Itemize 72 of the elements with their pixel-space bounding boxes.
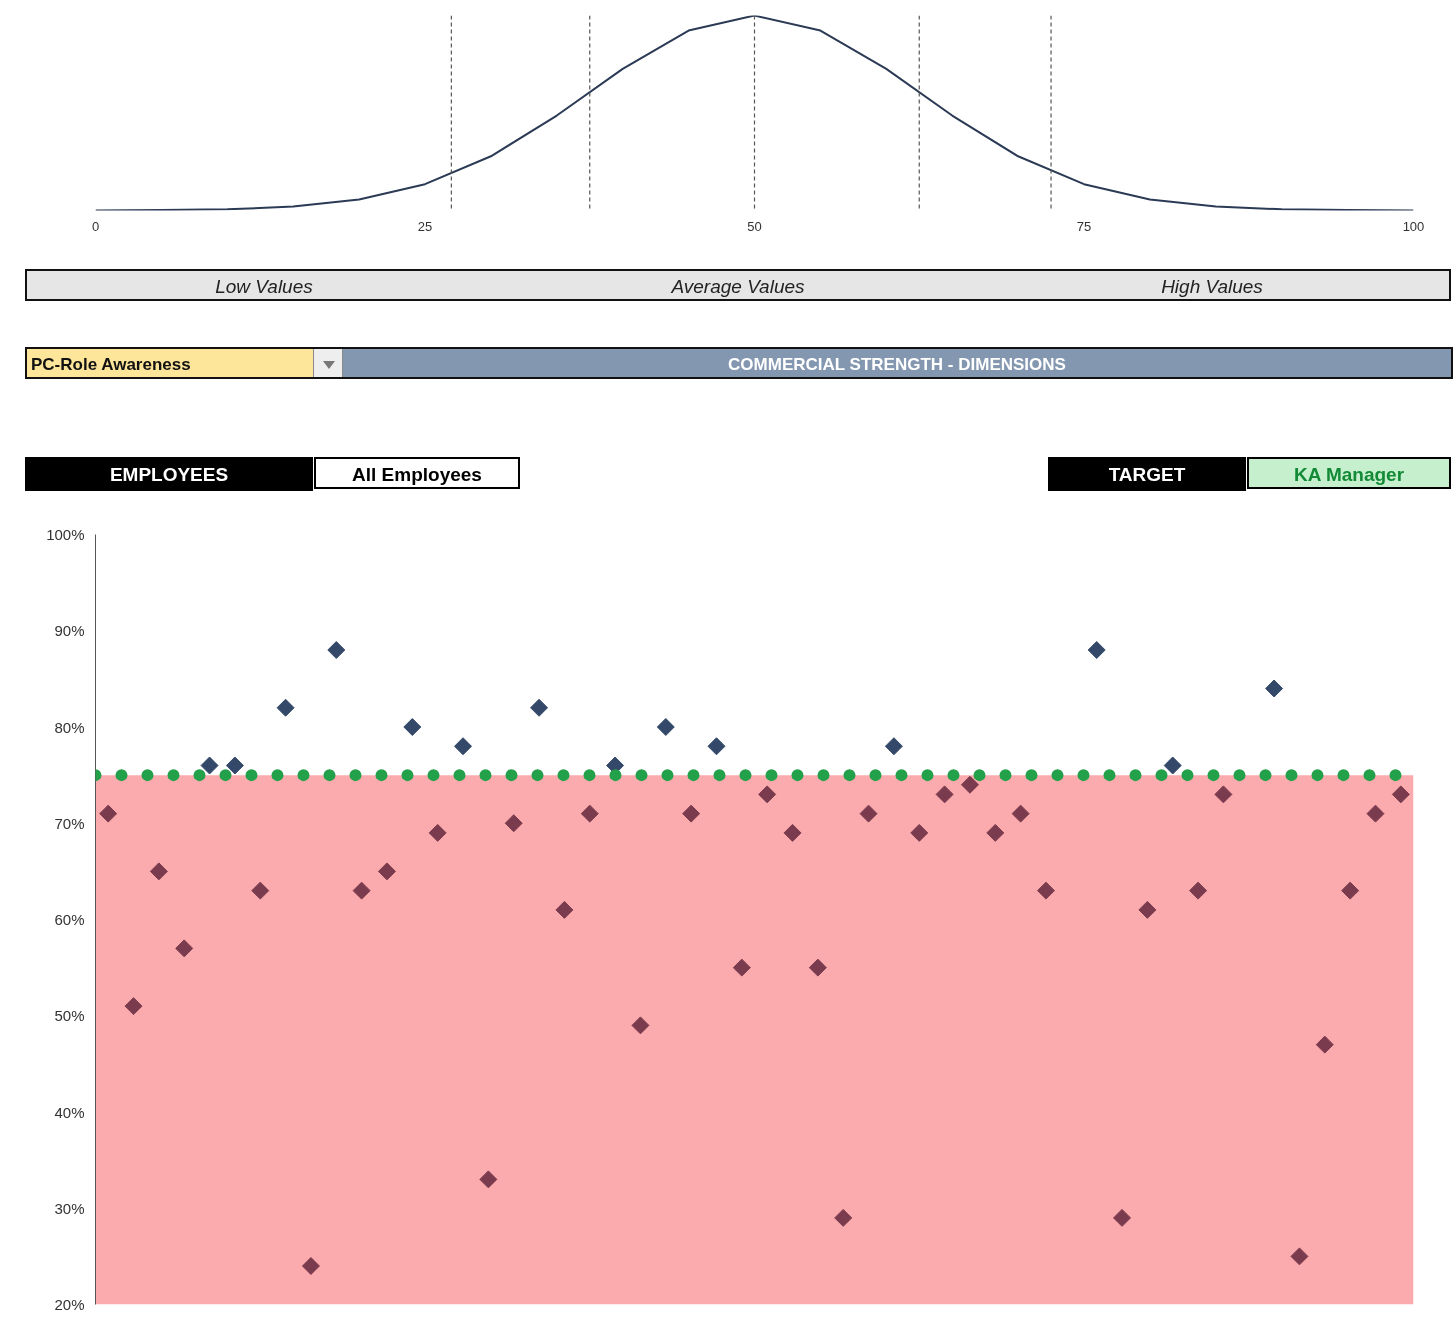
point [454, 737, 472, 756]
point [1189, 881, 1208, 900]
point [1087, 641, 1106, 659]
point [276, 698, 295, 717]
point [1366, 804, 1385, 823]
point [1391, 785, 1410, 804]
point [301, 1257, 320, 1275]
text: High Values [1160, 275, 1264, 299]
point [884, 737, 903, 756]
point [327, 641, 346, 659]
point [530, 698, 549, 717]
point [1290, 1247, 1309, 1266]
point [1341, 881, 1360, 900]
point [200, 756, 219, 775]
text: Low Values [214, 275, 314, 299]
text: KA Manager [1247, 457, 1451, 489]
point [251, 881, 270, 900]
y-tick-label: 20% [54, 1296, 85, 1313]
point [1214, 785, 1233, 804]
point [352, 881, 371, 900]
point [1163, 756, 1182, 775]
point [175, 939, 194, 958]
point [149, 862, 168, 881]
x-tick-label: 100 [1402, 218, 1425, 234]
point [1138, 900, 1157, 919]
y-tick-label: 90% [54, 622, 85, 640]
point [960, 775, 979, 794]
y-tick-label: 80% [54, 718, 85, 736]
point [783, 823, 802, 842]
point [656, 718, 675, 736]
point [428, 823, 447, 842]
point [1265, 679, 1284, 698]
y-tick-label: 40% [54, 1103, 85, 1121]
x-tick-label: 0 [91, 218, 100, 234]
point [479, 1170, 498, 1189]
x-tick-label: 25 [417, 218, 433, 234]
point [707, 737, 726, 756]
text: EMPLOYEES [25, 457, 313, 491]
point [504, 814, 523, 833]
y-tick-label: 30% [54, 1199, 85, 1217]
point [378, 862, 396, 881]
y-tick-label: 50% [54, 1007, 85, 1025]
text: PC-Role Awareness [27, 349, 313, 377]
text: Average Values [670, 275, 806, 299]
point [1315, 1035, 1334, 1054]
point [124, 997, 143, 1016]
point [631, 1016, 650, 1035]
point [834, 1208, 853, 1227]
point [403, 718, 422, 736]
point [555, 900, 574, 919]
point [859, 804, 878, 823]
text: TARGET [1048, 457, 1246, 491]
point [986, 823, 1005, 842]
point [682, 804, 701, 823]
text: All Employees [314, 457, 520, 489]
y-tick-label: 70% [54, 814, 85, 832]
point [580, 804, 599, 823]
point [758, 785, 777, 804]
chart-title: COMMERCIAL STRENGTH - DIMENSIONS [343, 349, 1451, 377]
x-tick-label: 50 [747, 218, 762, 234]
y-tick-label: 60% [54, 911, 85, 928]
point [1113, 1208, 1131, 1227]
point [808, 958, 827, 977]
point [732, 958, 751, 977]
y-tick-label: 100% [46, 526, 85, 543]
point [910, 823, 929, 842]
point [225, 756, 244, 775]
x-tick-label: 75 [1076, 218, 1092, 234]
point [1037, 881, 1055, 900]
point [1011, 804, 1030, 823]
point [935, 785, 954, 804]
point [99, 804, 118, 823]
